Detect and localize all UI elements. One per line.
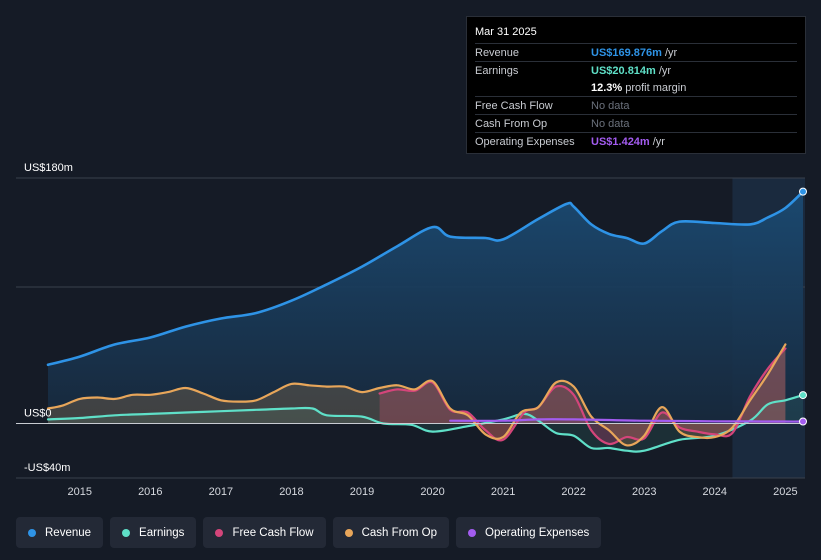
x-tick-label: 2021	[491, 486, 515, 498]
line-revenue	[46, 190, 805, 367]
end-marker-operating-expenses	[799, 417, 807, 426]
legend-label: Earnings	[139, 526, 185, 539]
tooltip-value-fcf: No data	[591, 100, 630, 112]
x-tick-label: 2015	[68, 486, 92, 498]
tooltip-unit: /yr	[652, 136, 665, 148]
tooltip-label-empty	[475, 80, 591, 96]
tooltip-value-earnings: US$20.814m	[591, 65, 656, 77]
x-tick-label: 2023	[632, 486, 656, 498]
tooltip-margin-text: profit margin	[625, 82, 687, 94]
tooltip-label: Operating Expenses	[475, 136, 575, 148]
tooltip-label: Cash From Op	[475, 118, 548, 130]
legend-dot-icon	[28, 528, 36, 537]
tooltip-value-cfo: No data	[591, 118, 630, 130]
tooltip-label: Free Cash Flow	[475, 100, 553, 112]
area-earnings	[48, 395, 803, 452]
tooltip-row-earnings: Earnings US$20.814m /yr	[475, 61, 797, 79]
line-operating-expenses	[449, 418, 805, 423]
x-tick-label: 2022	[561, 486, 585, 498]
tooltip-row-fcf: Free Cash Flow No data	[475, 96, 797, 114]
legend-dot-icon	[344, 528, 353, 537]
legend-label: Cash From Op	[361, 526, 438, 539]
legend-dot-icon	[122, 528, 131, 537]
legend-item-earnings[interactable]: Earnings	[110, 517, 197, 548]
x-tick-label: 2024	[703, 486, 727, 498]
legend-dot-icon	[468, 528, 477, 537]
legend: Revenue Earnings Free Cash Flow Cash Fro…	[16, 517, 602, 548]
line-earnings	[46, 394, 805, 453]
x-tick-label: 2020	[420, 486, 444, 498]
end-marker-revenue	[799, 187, 807, 196]
legend-item-operating-expenses[interactable]: Operating Expenses	[456, 517, 602, 548]
x-tick-label: 2018	[279, 486, 303, 498]
line-cash-from-op	[46, 343, 787, 447]
legend-label: Free Cash Flow	[232, 526, 314, 539]
legend-dot-icon	[215, 528, 224, 537]
tooltip-unit: /yr	[664, 47, 678, 59]
x-tick-label: 2019	[350, 486, 374, 498]
tooltip-value-margin: 12.3%	[591, 82, 623, 94]
x-tick-label: 2017	[209, 486, 233, 498]
tooltip-row-opex: Operating Expenses US$1.424m /yr	[475, 132, 797, 150]
y-tick-label: US$0	[24, 407, 52, 419]
legend-label: Revenue	[45, 526, 92, 539]
tooltip-value-opex: US$1.424m	[591, 136, 650, 148]
legend-label: Operating Expenses	[485, 526, 590, 539]
tooltip-unit: /yr	[658, 65, 672, 77]
tooltip-row-revenue: Revenue US$169.876m /yr	[475, 43, 797, 61]
tooltip-row-cfo: Cash From Op No data	[475, 114, 797, 132]
x-tick-label: 2016	[138, 486, 162, 498]
y-tick-label: -US$40m	[24, 462, 70, 474]
legend-item-cash-from-op[interactable]: Cash From Op	[332, 517, 450, 548]
tooltip-label: Revenue	[475, 47, 520, 59]
legend-item-free-cash-flow[interactable]: Free Cash Flow	[203, 517, 326, 548]
tooltip-value-revenue: US$169.876m	[591, 47, 662, 59]
legend-item-revenue[interactable]: Revenue	[16, 517, 104, 548]
tooltip-date: Mar 31 2025	[475, 26, 537, 38]
tooltip-label: Earnings	[475, 65, 519, 77]
tooltip-panel: Mar 31 2025 Revenue US$169.876m /yr Earn…	[466, 16, 806, 154]
area-revenue	[48, 191, 803, 424]
x-tick-label: 2025	[773, 486, 797, 498]
tooltip-row-margin: 12.3% profit margin	[475, 79, 797, 96]
end-marker-earnings	[799, 391, 807, 400]
y-tick-label: US$180m	[24, 162, 73, 174]
area-cash-from-op	[48, 344, 786, 446]
